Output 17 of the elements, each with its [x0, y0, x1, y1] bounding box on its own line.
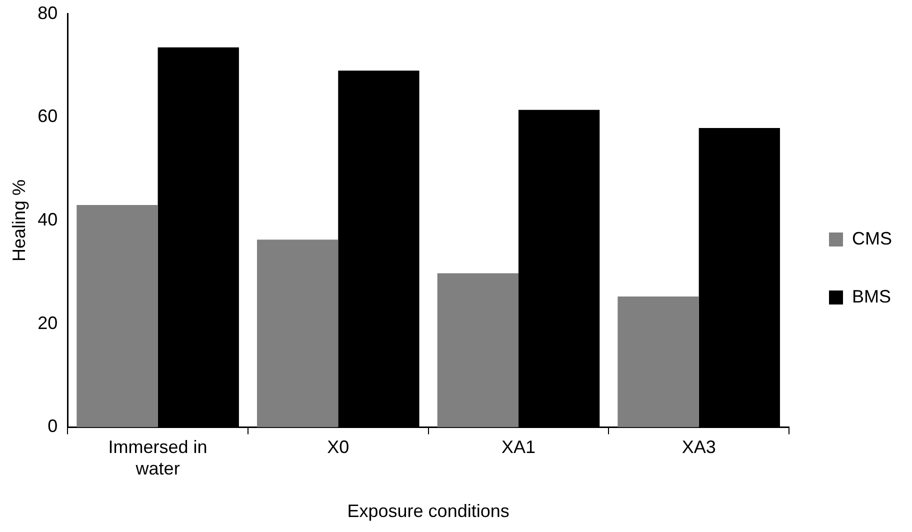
legend-label: BMS	[852, 286, 892, 306]
x-tick-label: XA1	[501, 436, 536, 457]
bar	[618, 296, 699, 428]
x-tick-label: XA3	[682, 436, 716, 457]
y-tick-label: 80	[38, 2, 58, 23]
bar	[256, 240, 338, 428]
bar	[437, 273, 518, 428]
y-tick-label: 40	[38, 209, 58, 230]
x-tick-label: Immersed in water	[108, 436, 208, 479]
y-axis-title: Healing %	[8, 179, 29, 262]
y-tick-label: 20	[38, 312, 58, 333]
bar	[76, 205, 158, 428]
x-tick-label: X0	[327, 436, 350, 457]
x-axis-title: Exposure conditions	[347, 501, 510, 522]
y-tick-label: 60	[38, 106, 58, 126]
y-tick-label: 0	[48, 416, 58, 436]
legend-label: CMS	[852, 228, 892, 248]
